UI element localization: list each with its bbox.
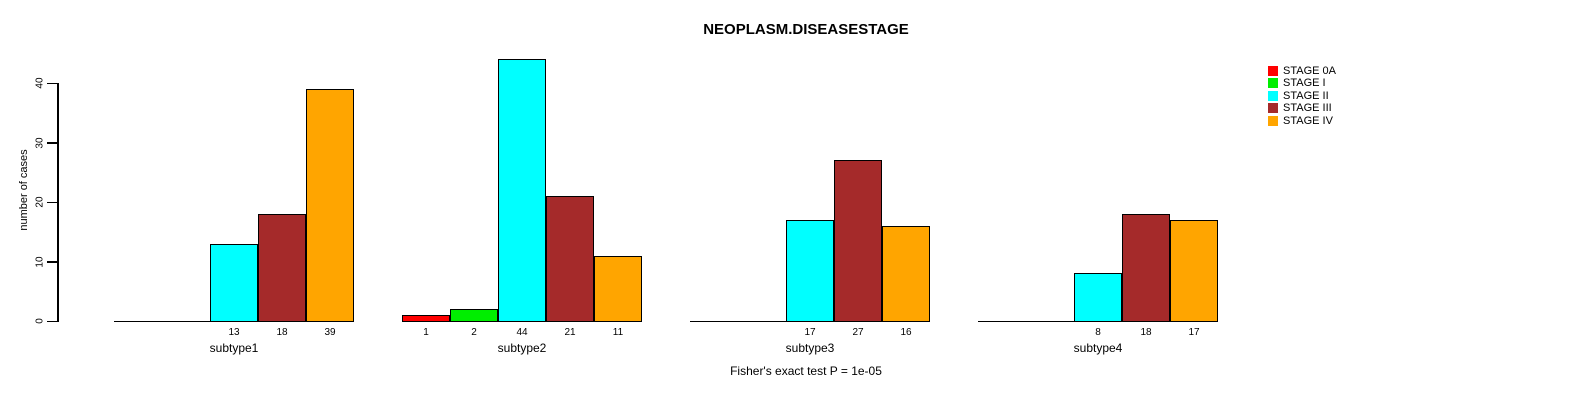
group-label-subtype4: subtype4 xyxy=(1073,341,1123,355)
bar-subtype3-stage-ii xyxy=(786,219,834,322)
bar-subtype1-stage-iii xyxy=(258,213,306,322)
legend-swatch-icon xyxy=(1268,115,1278,126)
legend-item-label: STAGE IV xyxy=(1283,114,1333,127)
chart-title: NEOPLASM.DISEASESTAGE xyxy=(703,21,909,38)
y-tick xyxy=(47,142,57,144)
bar-subtype1-stage-iv xyxy=(306,88,354,322)
bar-subtype2-stage-i xyxy=(450,309,498,322)
bar-value-label: 13 xyxy=(228,327,240,338)
legend-item: STAGE 0A xyxy=(1268,65,1336,77)
group-label-subtype2: subtype2 xyxy=(497,341,547,355)
bar-value-label: 1 xyxy=(423,327,429,338)
statistical-test-annotation: Fisher's exact test P = 1e-05 xyxy=(730,364,882,378)
bar-value-label: 8 xyxy=(1095,327,1101,338)
legend-swatch-icon xyxy=(1268,78,1278,89)
bar-subtype2-stage-0a xyxy=(402,315,450,322)
bar-subtype4-stage-iv xyxy=(1170,219,1218,322)
y-tick-label: 40 xyxy=(34,77,46,89)
y-tick xyxy=(47,261,57,263)
legend-item: STAGE I xyxy=(1268,77,1336,90)
bar-value-label: 16 xyxy=(900,327,912,338)
legend: STAGE 0A STAGE I STAGE II STAGE III STAGE IV xyxy=(1268,66,1336,126)
legend-item: STAGE II xyxy=(1268,89,1336,102)
bar-subtype2-stage-iii xyxy=(546,196,594,322)
legend-item: STAGE III xyxy=(1268,102,1336,115)
bar-value-label: 39 xyxy=(324,327,336,338)
bar-subtype3-stage-iv xyxy=(882,225,930,322)
bar-value-label: 11 xyxy=(612,327,624,338)
legend-swatch-icon xyxy=(1268,90,1278,101)
legend-swatch-icon xyxy=(1268,103,1278,114)
group-label-subtype1: subtype1 xyxy=(209,341,259,355)
y-axis xyxy=(57,83,59,322)
bar-subtype4-stage-iii xyxy=(1122,213,1170,322)
y-tick-label: 20 xyxy=(34,196,46,208)
legend-item-label: STAGE II xyxy=(1283,89,1329,102)
legend-item-label: STAGE I xyxy=(1283,77,1326,90)
bar-subtype2-stage-ii xyxy=(498,59,546,322)
y-tick-label: 0 xyxy=(34,318,46,324)
y-axis-title: number of cases xyxy=(18,149,30,231)
legend-item-label: STAGE 0A xyxy=(1283,65,1336,77)
y-tick xyxy=(47,82,57,84)
bar-value-label: 21 xyxy=(564,327,576,338)
legend-item: STAGE IV xyxy=(1268,114,1336,127)
legend-item-label: STAGE III xyxy=(1283,102,1332,115)
y-tick xyxy=(47,201,57,203)
y-tick-label: 30 xyxy=(34,136,46,149)
bar-value-label: 18 xyxy=(1140,327,1152,338)
bar-value-label: 17 xyxy=(804,327,816,338)
y-tick xyxy=(47,320,57,322)
legend-swatch-icon xyxy=(1268,66,1278,76)
bar-value-label: 18 xyxy=(276,327,288,338)
bar-value-label: 17 xyxy=(1188,327,1200,338)
bar-value-label: 44 xyxy=(516,327,528,338)
bar-value-label: 2 xyxy=(471,327,477,338)
y-tick-label: 10 xyxy=(34,255,46,268)
bar-subtype2-stage-iv xyxy=(594,255,642,322)
bar-value-label: 27 xyxy=(852,327,864,338)
bar-subtype1-stage-ii xyxy=(210,243,258,322)
bar-subtype4-stage-ii xyxy=(1074,273,1122,322)
bar-subtype3-stage-iii xyxy=(834,160,882,322)
group-label-subtype3: subtype3 xyxy=(785,341,835,355)
